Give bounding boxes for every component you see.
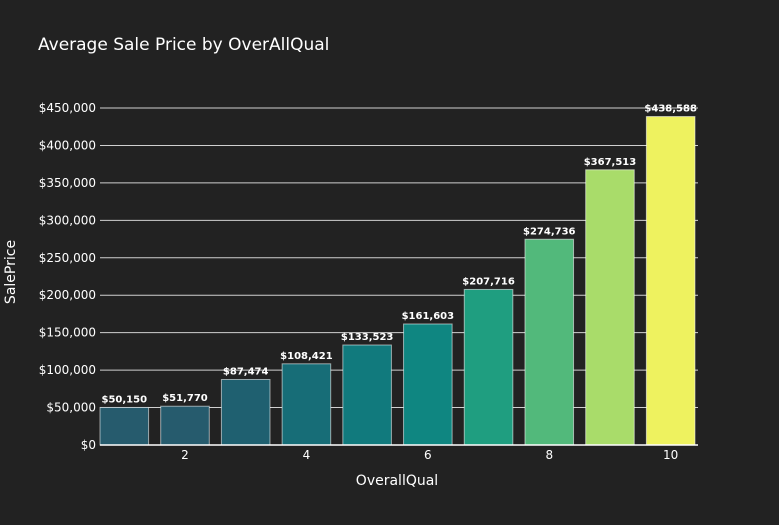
data-label-qual-9: $367,513 [584, 157, 637, 168]
y-tick-label-6: $300,000 [39, 213, 96, 227]
y-tick-label-3: $150,000 [39, 326, 96, 340]
data-label-qual-6: $161,603 [402, 311, 455, 322]
y-tick-label-4: $200,000 [39, 288, 96, 302]
bar-qual-3[interactable] [220, 378, 271, 446]
bar-qual-5[interactable] [342, 344, 392, 446]
bar-qual-7[interactable] [463, 288, 514, 446]
data-label-qual-3: $87,474 [223, 366, 269, 377]
data-label-qual-4: $108,421 [280, 351, 333, 362]
y-axis-ticks: $0 $50,000 $100,000 $150,000 $200,000 $250,00… [39, 101, 96, 452]
x-tick-label-8: 8 [545, 448, 553, 462]
data-label-qual-10: $438,588 [644, 104, 697, 115]
bars [99, 116, 696, 446]
y-tick-label-1: $50,000 [46, 401, 96, 415]
data-label-qual-7: $207,716 [462, 276, 515, 287]
bar-qual-9[interactable] [585, 169, 635, 446]
bar-qual-4[interactable] [281, 363, 332, 446]
bar-qual-10[interactable] [645, 116, 696, 446]
y-tick-label-8: $400,000 [39, 138, 96, 152]
data-label-qual-5: $133,523 [341, 332, 394, 343]
x-tick-label-6: 6 [424, 448, 432, 462]
bar-qual-1[interactable] [99, 406, 150, 446]
x-axis-title: OverallQual [356, 473, 438, 489]
y-tick-label-7: $350,000 [39, 176, 96, 190]
bar-qual-6[interactable] [403, 323, 453, 446]
data-label-qual-8: $274,736 [523, 226, 576, 237]
x-tick-label-10: 10 [663, 448, 678, 462]
x-tick-label-2: 2 [181, 448, 189, 462]
y-tick-label-2: $100,000 [39, 363, 96, 377]
x-axis-ticks: 2 4 6 8 10 [181, 448, 678, 462]
chart-title: Average Sale Price by OverAllQual [38, 35, 329, 55]
bar-qual-8[interactable] [524, 238, 575, 446]
y-tick-label-0: $0 [81, 438, 96, 452]
bar-qual-2[interactable] [160, 405, 210, 446]
data-label-qual-1: $50,150 [102, 394, 148, 405]
x-tick-label-4: 4 [303, 448, 311, 462]
y-tick-label-5: $250,000 [39, 251, 96, 265]
y-axis-title: SalePrice [3, 240, 19, 304]
data-label-qual-2: $51,770 [162, 393, 208, 404]
gridlines [100, 107, 698, 409]
data-labels: $50,150 $51,770 $87,474 $108,421 $133,523 $16… [102, 104, 697, 406]
y-tick-label-9: $450,000 [39, 101, 96, 115]
